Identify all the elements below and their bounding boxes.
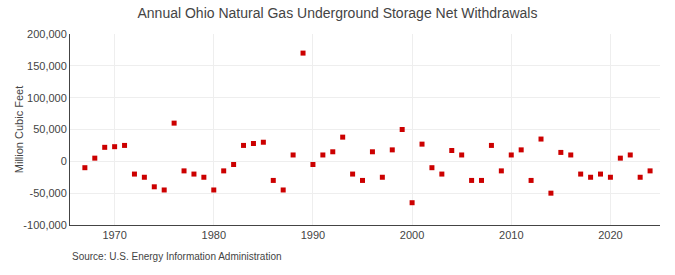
svg-text:2000: 2000	[400, 229, 424, 241]
svg-text:-100,000: -100,000	[23, 219, 66, 231]
svg-text:200,000: 200,000	[27, 28, 67, 40]
svg-text:50,000: 50,000	[33, 123, 67, 135]
svg-text:2020: 2020	[598, 229, 622, 241]
svg-text:Million Cubic Feet: Million Cubic Feet	[13, 86, 25, 173]
svg-text:2010: 2010	[499, 229, 523, 241]
svg-text:1980: 1980	[202, 229, 226, 241]
svg-text:Annual Ohio Natural Gas Underg: Annual Ohio Natural Gas Underground Stor…	[138, 5, 538, 21]
svg-text:1990: 1990	[301, 229, 325, 241]
svg-text:Source: U.S. Energy Informatio: Source: U.S. Energy Information Administ…	[72, 251, 282, 262]
svg-text:150,000: 150,000	[27, 60, 67, 72]
svg-text:-50,000: -50,000	[29, 187, 66, 199]
svg-text:0: 0	[61, 155, 67, 167]
svg-text:1970: 1970	[102, 229, 126, 241]
svg-text:100,000: 100,000	[27, 92, 67, 104]
